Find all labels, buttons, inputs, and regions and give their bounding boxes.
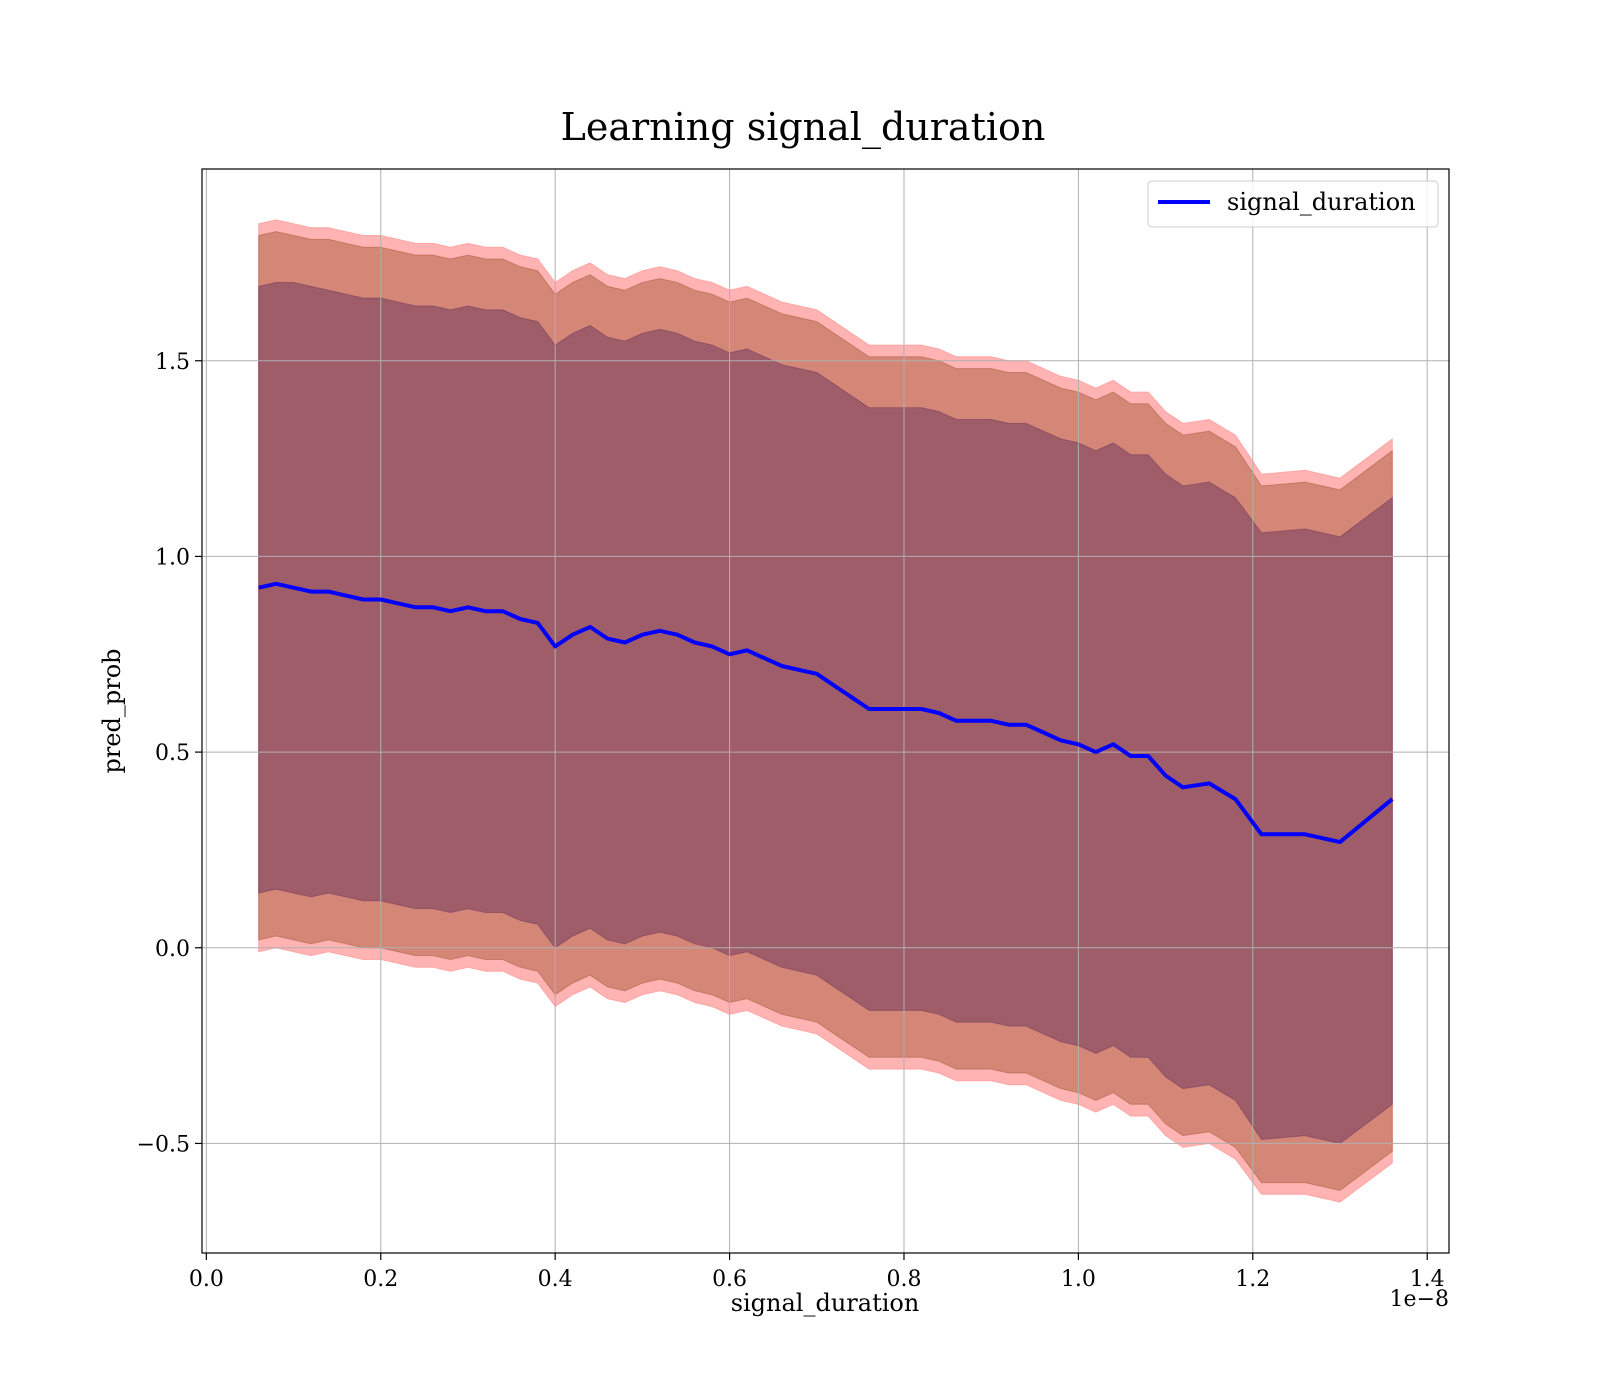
y-axis-label: pred_prob — [98, 648, 126, 773]
y-tick-label-0: −0.5 — [137, 1132, 190, 1157]
series-lines — [258, 581, 1394, 845]
confidence-bands — [258, 219, 1393, 1203]
y-tick-label-4: 1.5 — [155, 350, 190, 375]
legend: signal_duration — [1147, 180, 1439, 228]
y-tick-label-2: 0.5 — [155, 741, 190, 766]
legend-box — [1147, 180, 1439, 228]
x-tick-label-7: 1.4 — [1410, 1267, 1445, 1292]
y-axis-ticks: −0.5 0.0 0.5 1.0 1.5 — [137, 350, 202, 1157]
confidence-band-3 — [258, 282, 1393, 1144]
legend-label: signal_duration — [1227, 188, 1416, 216]
x-tick-label-2: 0.4 — [538, 1267, 573, 1292]
x-tick-label-1: 0.2 — [363, 1267, 398, 1292]
x-tick-label-3: 0.6 — [712, 1267, 747, 1292]
plot-frame — [201, 168, 1450, 1254]
x-axis-label: signal_duration — [731, 1289, 920, 1317]
y-tick-label-3: 1.0 — [155, 545, 190, 570]
grid-lines — [202, 169, 1449, 1253]
x-axis-offset-text: 1e−8 — [1390, 1287, 1449, 1312]
series-line-signal_duration — [258, 581, 1394, 845]
x-tick-label-6: 1.2 — [1235, 1267, 1270, 1292]
x-tick-label-5: 1.0 — [1061, 1267, 1096, 1292]
y-tick-label-1: 0.0 — [155, 937, 190, 962]
chart-title: Learning signal_duration — [561, 105, 1046, 150]
x-axis-ticks: 0.0 0.2 0.4 0.6 0.8 1.0 1.2 1.4 — [189, 1253, 1445, 1292]
x-tick-label-4: 0.8 — [886, 1267, 921, 1292]
x-tick-label-0: 0.0 — [189, 1267, 224, 1292]
